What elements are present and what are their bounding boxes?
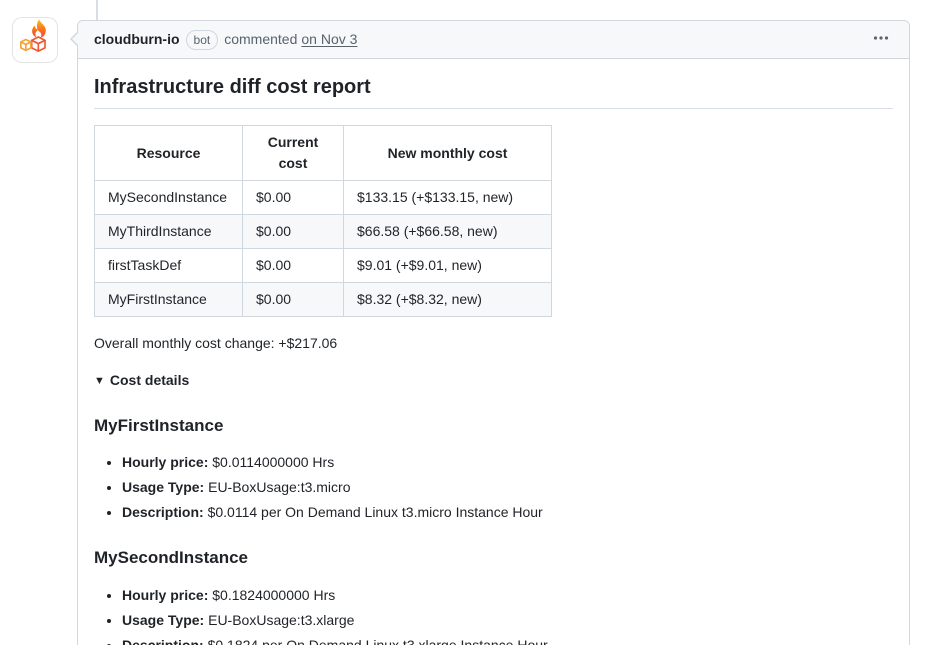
- avatar[interactable]: [12, 17, 58, 63]
- timeline-line: [96, 0, 98, 21]
- list-item: Usage Type: EU-BoxUsage:t3.xlarge: [122, 610, 893, 631]
- cell-current-cost: $0.00: [242, 248, 344, 283]
- cell-current-cost: $0.00: [242, 180, 344, 215]
- triangle-down-icon: ▼: [94, 375, 105, 387]
- section-heading-mysecondinstance: MySecondInstance: [94, 548, 248, 568]
- item-label: Description:: [122, 636, 204, 645]
- column-header-resource: Resource: [94, 125, 243, 181]
- list-item: Usage Type: EU-BoxUsage:t3.micro: [122, 477, 893, 498]
- comment-body: Infrastructure diff cost report Resource…: [78, 59, 909, 645]
- column-header-current-cost: Current cost: [242, 125, 344, 181]
- comment-card: cloudburn-io bot commented on Nov 3 Infr…: [70, 20, 910, 645]
- cell-current-cost: $0.00: [242, 282, 344, 317]
- action-text: commented: [224, 31, 298, 47]
- column-header-new-monthly-cost: New monthly cost: [343, 125, 552, 181]
- item-text: EU-BoxUsage:t3.xlarge: [204, 611, 355, 628]
- timestamp-link[interactable]: on Nov 3: [301, 31, 358, 47]
- list-item: Hourly price: $0.0114000000 Hrs: [122, 452, 893, 473]
- detail-list: Hourly price: $0.0114000000 Hrs Usage Ty…: [94, 452, 893, 523]
- table-row: MyFirstInstance $0.00 $8.32 (+$8.32, new…: [94, 282, 552, 317]
- report-title: Infrastructure diff cost report: [94, 75, 893, 109]
- item-text: $0.0114000000 Hrs: [208, 454, 335, 471]
- section-heading-myfirstinstance: MyFirstInstance: [94, 416, 224, 435]
- cell-resource: MyFirstInstance: [94, 282, 243, 317]
- item-text: EU-BoxUsage:t3.micro: [204, 479, 351, 496]
- item-text: $0.1824000000 Hrs: [208, 586, 336, 603]
- table-row: firstTaskDef $0.00 $9.01 (+$9.01, new): [94, 248, 552, 283]
- item-text: $0.1824 per On Demand Linux t3.xlarge In…: [203, 636, 548, 645]
- item-label: Description:: [122, 504, 204, 521]
- cell-new-monthly-cost: $9.01 (+$9.01, new): [343, 248, 552, 283]
- item-label: Usage Type:: [122, 611, 205, 628]
- cost-details: ▼ Cost details MyFirstInstance Hourly pri…: [94, 370, 893, 645]
- overall-cost-change: Overall monthly cost change: +$217.06: [94, 335, 338, 351]
- cell-current-cost: $0.00: [242, 214, 344, 249]
- cost-details-summary[interactable]: ▼ Cost details: [94, 370, 893, 391]
- table-row: MyThirdInstance $0.00 $66.58 (+$66.58, n…: [94, 214, 552, 249]
- comment-header: cloudburn-io bot commented on Nov 3: [70, 21, 909, 59]
- item-label: Hourly price:: [122, 586, 209, 603]
- comment-caret-fill: [71, 31, 80, 47]
- cost-table: Resource Current cost New monthly cost M…: [94, 125, 552, 317]
- cell-new-monthly-cost: $133.15 (+$133.15, new): [343, 180, 552, 215]
- kebab-horizontal-icon: [873, 30, 889, 49]
- detail-list: Hourly price: $0.1824000000 Hrs Usage Ty…: [94, 585, 893, 645]
- item-label: Hourly price:: [122, 454, 209, 471]
- cloudburn-logo-icon: [15, 17, 55, 63]
- table-row: MySecondInstance $0.00 $133.15 (+$133.15…: [94, 180, 552, 215]
- cell-resource: MySecondInstance: [94, 180, 243, 215]
- cell-new-monthly-cost: $8.32 (+$8.32, new): [343, 282, 552, 317]
- author-link[interactable]: cloudburn-io: [94, 31, 180, 47]
- bot-badge: bot: [185, 29, 219, 50]
- cell-resource: MyThirdInstance: [94, 214, 243, 249]
- item-text: $0.0114 per On Demand Linux t3.micro Ins…: [203, 504, 543, 521]
- list-item: Description: $0.0114 per On Demand Linux…: [122, 502, 893, 523]
- table-header-row: Resource Current cost New monthly cost: [94, 125, 552, 181]
- cost-details-summary-label: Cost details: [109, 372, 190, 388]
- cell-new-monthly-cost: $66.58 (+$66.58, new): [343, 214, 552, 249]
- list-item: Hourly price: $0.1824000000 Hrs: [122, 585, 893, 606]
- item-label: Usage Type:: [122, 479, 205, 496]
- kebab-menu-button[interactable]: [869, 28, 893, 51]
- cell-resource: firstTaskDef: [94, 248, 243, 283]
- list-item: Description: $0.1824 per On Demand Linux…: [122, 635, 893, 645]
